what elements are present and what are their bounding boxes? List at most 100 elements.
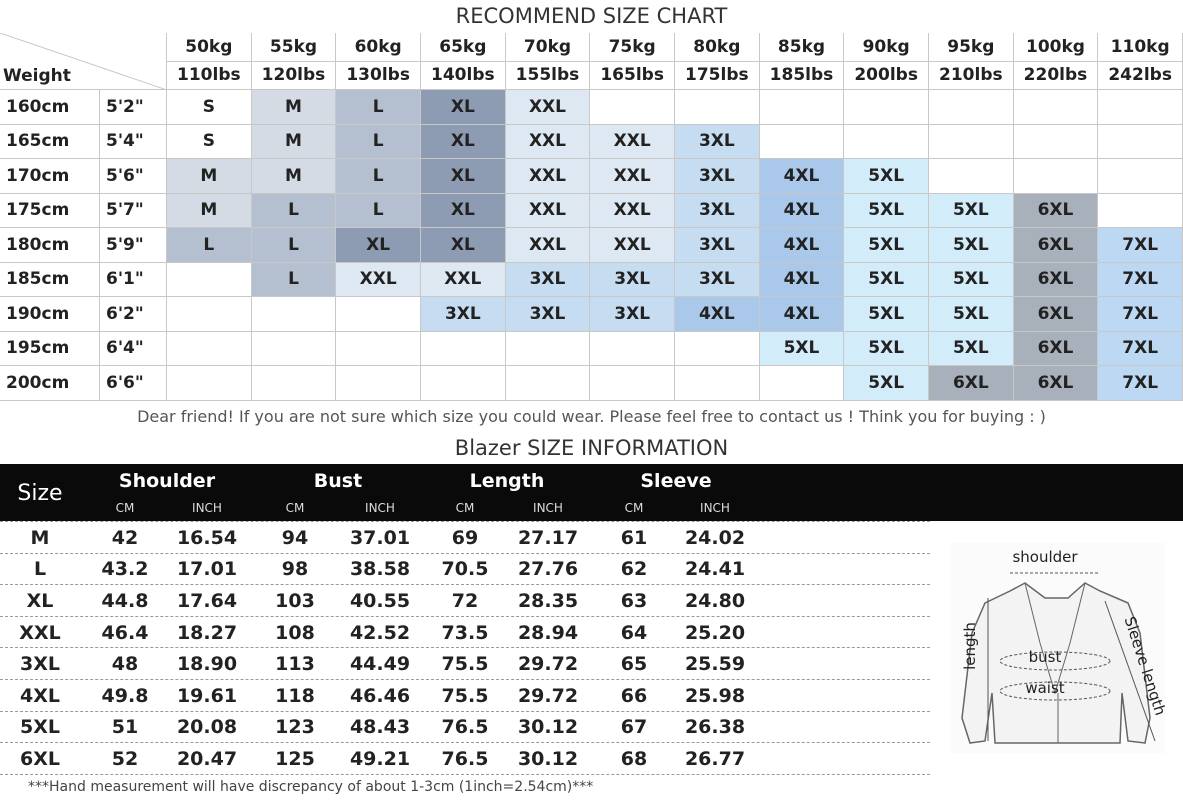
blazer-cell: 5XL <box>20 716 60 739</box>
row-divider <box>0 615 930 617</box>
size-cell <box>844 124 929 159</box>
row-divider <box>0 552 930 554</box>
size-cell <box>590 331 675 366</box>
size-cell: XXL <box>505 124 591 159</box>
size-cell: M <box>251 90 337 125</box>
blazer-cell: 18.90 <box>176 653 238 676</box>
size-cell: L <box>336 159 421 194</box>
size-cell <box>505 366 591 401</box>
height-cm: 175cm <box>0 193 100 228</box>
size-cell <box>251 331 337 366</box>
blazer-cell: 76.5 <box>441 747 489 770</box>
size-cell: 3XL <box>675 262 760 297</box>
size-cell <box>505 331 591 366</box>
group-header: Sleeve <box>640 470 712 492</box>
size-cell <box>929 159 1014 194</box>
blazer-cell: 29.72 <box>517 653 579 676</box>
size-cell: 3XL <box>675 193 760 228</box>
weight-lbs: 110lbs <box>167 61 252 90</box>
size-cell: 4XL <box>759 228 845 263</box>
row-divider <box>0 742 930 744</box>
row-divider <box>0 710 930 712</box>
weight-lbs: 210lbs <box>929 61 1014 90</box>
blazer-cell: 49.8 <box>101 684 149 707</box>
size-cell: 6XL <box>1013 228 1099 263</box>
size-cell: 7XL <box>1098 228 1183 263</box>
blazer-cell: 69 <box>451 526 479 549</box>
size-cell: 5XL <box>844 297 929 332</box>
size-cell: 3XL <box>590 262 675 297</box>
blazer-cell: M <box>30 526 50 549</box>
size-cell: XXL <box>590 228 675 263</box>
blazer-cell: 25.59 <box>684 653 746 676</box>
height-ft: 5'9" <box>100 228 167 263</box>
blazer-cell: 3XL <box>20 653 60 676</box>
size-cell: 5XL <box>844 262 929 297</box>
size-cell <box>1013 90 1099 125</box>
blazer-cell: 49.21 <box>349 747 411 770</box>
weight-kg: 85kg <box>759 33 845 62</box>
blazer-cell: 72 <box>451 589 479 612</box>
size-cell: XL <box>421 90 506 125</box>
blazer-cell: 52 <box>111 747 139 770</box>
weight-lbs: 130lbs <box>336 61 421 90</box>
size-cell: 6XL <box>1013 331 1099 366</box>
weight-kg: 70kg <box>505 33 591 62</box>
height-ft: 6'1" <box>100 262 167 297</box>
weight-lbs: 120lbs <box>251 61 337 90</box>
size-cell: XXL <box>590 159 675 194</box>
size-cell: L <box>167 228 252 263</box>
blazer-cell: 75.5 <box>441 653 489 676</box>
unit-header: CM <box>624 501 644 515</box>
header-band <box>0 464 1183 521</box>
size-cell <box>929 90 1014 125</box>
blazer-cell: 30.12 <box>517 716 579 739</box>
blazer-cell: XXL <box>19 621 61 644</box>
size-cell: XL <box>421 193 506 228</box>
blazer-cell: 44.8 <box>101 589 149 612</box>
unit-header: INCH <box>365 501 395 515</box>
blazer-cell: 16.54 <box>176 526 238 549</box>
size-cell: 3XL <box>421 297 506 332</box>
blazer-cell: 63 <box>620 589 648 612</box>
size-cell <box>251 366 337 401</box>
weight-lbs: 155lbs <box>505 61 591 90</box>
size-cell: 4XL <box>759 297 845 332</box>
group-header: Bust <box>313 470 363 492</box>
size-cell: 5XL <box>844 193 929 228</box>
blazer-cell: 38.58 <box>349 558 411 581</box>
group-header: Shoulder <box>118 470 216 492</box>
size-cell: 4XL <box>759 193 845 228</box>
height-cm: 200cm <box>0 366 100 401</box>
footnote: ***Hand measurement will have discrepanc… <box>28 779 594 795</box>
height-ft: 5'2" <box>100 90 167 125</box>
height-ft: 6'4" <box>100 331 167 366</box>
size-cell <box>167 262 252 297</box>
size-cell: 3XL <box>675 228 760 263</box>
weight-kg: 75kg <box>590 33 675 62</box>
blazer-cell: 123 <box>275 716 315 739</box>
blazer-cell: 17.64 <box>176 589 238 612</box>
blazer-cell: 29.72 <box>517 684 579 707</box>
size-cell: 5XL <box>844 331 929 366</box>
size-cell: 3XL <box>505 262 591 297</box>
size-cell <box>759 366 845 401</box>
blazer-cell: 19.61 <box>176 684 238 707</box>
size-cell: L <box>336 124 421 159</box>
blazer-cell: 43.2 <box>101 558 149 581</box>
size-cell: XXL <box>505 159 591 194</box>
height-ft: 6'2" <box>100 297 167 332</box>
size-cell <box>590 366 675 401</box>
size-cell: 5XL <box>759 331 845 366</box>
size-cell: 4XL <box>759 159 845 194</box>
weight-kg: 55kg <box>251 33 337 62</box>
blazer-cell: 24.80 <box>684 589 746 612</box>
row-divider <box>0 773 930 775</box>
height-ft: 5'4" <box>100 124 167 159</box>
size-cell <box>759 90 845 125</box>
blazer-cell: 94 <box>281 526 309 549</box>
size-cell <box>251 297 337 332</box>
blazer-cell: 42.52 <box>349 621 411 644</box>
blazer-cell: 18.27 <box>176 621 238 644</box>
